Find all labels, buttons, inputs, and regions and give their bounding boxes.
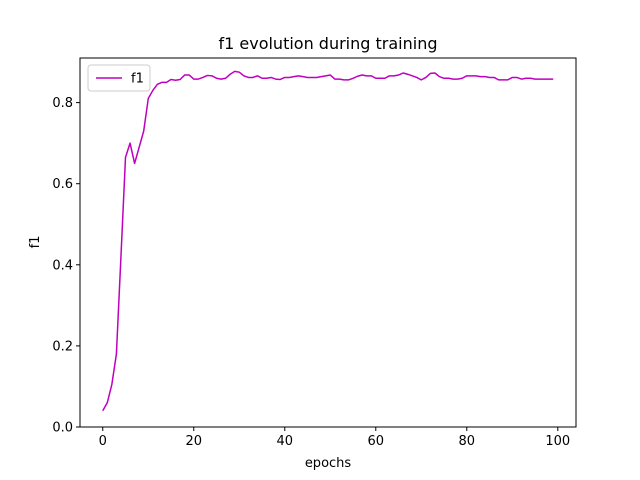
x-tick-label: 40 [276,434,293,449]
plot-area: 0 20 40 60 80 100 0.0 0.2 0.4 0.6 0.8 f1 [52,57,577,449]
x-tick-label: 0 [99,434,107,449]
x-tick-label: 20 [185,434,202,449]
y-tick-label: 0.4 [52,258,73,273]
y-tick-label: 0.6 [52,177,73,192]
chart-title: f1 evolution during training [218,34,437,53]
x-axis-label: epochs [305,456,352,471]
y-tick-label: 0.8 [52,96,73,111]
x-tick-label: 80 [459,434,476,449]
x-tick-label: 100 [545,434,570,449]
axes-frame [79,57,577,428]
legend-label-f1: f1 [131,72,144,87]
series-line-f1 [102,70,554,412]
y-axis-label: f1 [28,236,43,249]
x-tick-label: 60 [368,434,385,449]
y-tick-label: 0.2 [52,339,73,354]
y-tick-label: 0.0 [52,421,73,436]
